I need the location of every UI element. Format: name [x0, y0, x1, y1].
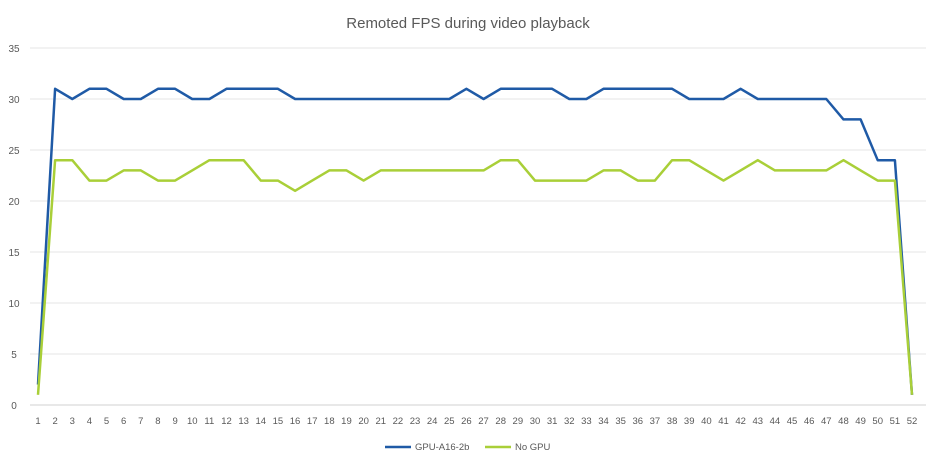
x-tick-label: 28: [495, 416, 506, 427]
x-tick-label: 40: [701, 416, 712, 427]
x-tick-label: 24: [427, 416, 438, 427]
x-tick-label: 29: [513, 416, 524, 427]
x-tick-label: 23: [410, 416, 421, 427]
x-tick-label: 34: [598, 416, 609, 427]
x-tick-label: 42: [735, 416, 746, 427]
chart-title: Remoted FPS during video playback: [346, 15, 590, 32]
x-tick-label: 35: [615, 416, 626, 427]
x-tick-label: 47: [821, 416, 832, 427]
y-tick-label: 15: [8, 248, 20, 259]
legend-label: No GPU: [515, 442, 551, 453]
legend-label: GPU-A16-2b: [415, 442, 469, 453]
x-tick-label: 43: [752, 416, 763, 427]
x-tick-label: 32: [564, 416, 575, 427]
x-tick-label: 33: [581, 416, 592, 427]
x-tick-label: 25: [444, 416, 455, 427]
x-tick-label: 7: [138, 416, 143, 427]
x-tick-label: 27: [478, 416, 489, 427]
y-tick-label: 20: [8, 197, 20, 208]
x-tick-label: 15: [273, 416, 284, 427]
x-tick-label: 22: [393, 416, 404, 427]
x-tick-label: 44: [770, 416, 781, 427]
x-tick-label: 36: [633, 416, 644, 427]
x-tick-label: 19: [341, 416, 352, 427]
x-tick-label: 5: [104, 416, 109, 427]
x-tick-label: 50: [872, 416, 883, 427]
x-tick-label: 8: [155, 416, 160, 427]
x-tick-label: 17: [307, 416, 318, 427]
x-tick-label: 9: [172, 416, 177, 427]
x-tick-label: 16: [290, 416, 301, 427]
series-line-gpu-a16-2b: [36, 87, 914, 395]
y-tick-label: 35: [8, 44, 20, 55]
x-tick-label: 46: [804, 416, 815, 427]
x-tick-label: 6: [121, 416, 126, 427]
x-tick-label: 20: [358, 416, 369, 427]
x-tick-label: 26: [461, 416, 472, 427]
x-tick-label: 51: [890, 416, 901, 427]
x-tick-label: 4: [87, 416, 92, 427]
y-tick-label: 5: [11, 350, 17, 361]
x-tick-label: 3: [70, 416, 75, 427]
x-tick-label: 49: [855, 416, 866, 427]
x-tick-label: 10: [187, 416, 198, 427]
x-tick-label: 31: [547, 416, 558, 427]
x-tick-label: 30: [530, 416, 541, 427]
x-tick-label: 21: [375, 416, 386, 427]
y-tick-label: 0: [11, 401, 17, 412]
x-tick-label: 14: [255, 416, 266, 427]
x-tick-label: 13: [238, 416, 249, 427]
y-tick-label: 10: [8, 299, 20, 310]
x-tick-label: 41: [718, 416, 729, 427]
x-tick-label: 48: [838, 416, 849, 427]
x-tick-label: 18: [324, 416, 335, 427]
x-tick-label: 11: [204, 416, 214, 427]
y-tick-label: 30: [8, 95, 20, 106]
x-tick-label: 38: [667, 416, 678, 427]
series-line-no-gpu: [36, 158, 914, 395]
x-tick-label: 1: [35, 416, 40, 427]
x-tick-label: 52: [907, 416, 918, 427]
y-tick-label: 25: [8, 146, 20, 157]
x-tick-label: 39: [684, 416, 695, 427]
x-tick-label: 2: [52, 416, 57, 427]
x-tick-label: 45: [787, 416, 798, 427]
x-tick-label: 37: [650, 416, 661, 427]
x-tick-label: 12: [221, 416, 232, 427]
